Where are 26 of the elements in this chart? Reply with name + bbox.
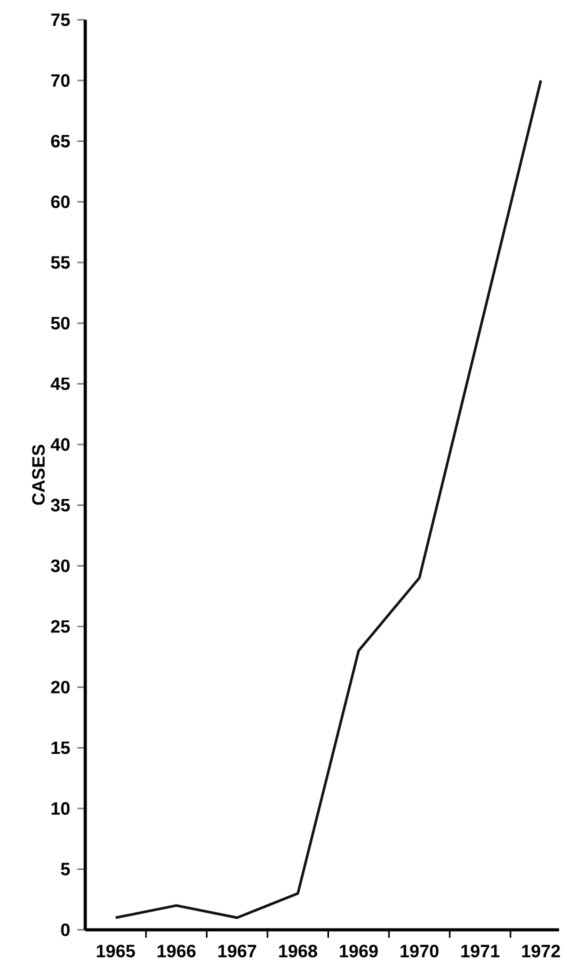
y-tick-label: 20	[50, 680, 70, 694]
y-tick-label: 50	[50, 316, 70, 330]
x-tick-label: 1965	[96, 944, 135, 958]
x-tick-label: 1969	[340, 944, 378, 958]
y-tick-label: 10	[51, 802, 70, 815]
y-tick-label: 45	[50, 378, 70, 390]
y-tick-label: 25	[50, 620, 70, 633]
y-tick-label: 5	[60, 862, 70, 876]
y-axis-title: CASES	[32, 444, 45, 505]
y-tick-label: 55	[50, 256, 70, 269]
y-tick-label: 70	[51, 74, 70, 87]
y-tick-label: 0	[60, 923, 70, 936]
x-tick-label: 1967	[218, 944, 256, 958]
y-tick-label: 40	[50, 438, 70, 451]
x-tick-label: 1966	[158, 944, 196, 958]
y-tick-label: 35	[50, 498, 70, 512]
y-tick-label: 75	[51, 14, 70, 26]
y-tick-label: 60	[50, 195, 70, 208]
y-tick-label: 65	[50, 134, 70, 148]
y-tick-label: 30	[50, 559, 70, 572]
x-tick-label: 1971	[461, 944, 500, 958]
x-tick-label: 1970	[400, 944, 438, 958]
x-tick-label: 1968	[278, 944, 318, 958]
x-tick-label: 1972	[522, 944, 560, 958]
line-series	[114, 79, 542, 919]
y-tick-label: 15	[51, 742, 70, 754]
